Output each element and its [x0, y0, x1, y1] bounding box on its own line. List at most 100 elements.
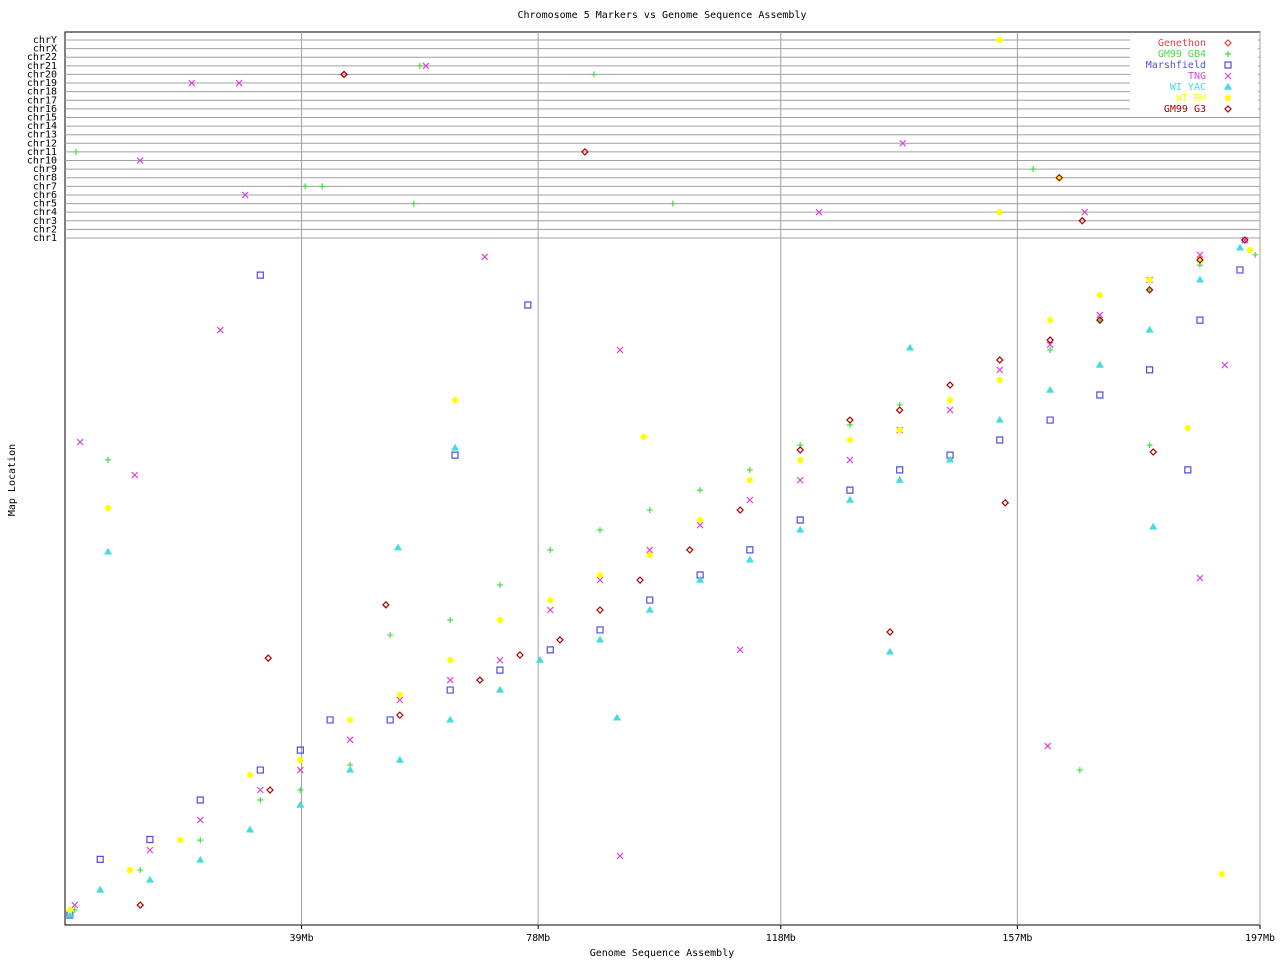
- data-point: [996, 376, 1003, 383]
- data-point: [104, 504, 112, 512]
- data-point: [386, 716, 394, 724]
- data-point: [1145, 286, 1154, 294]
- legend-background: [1130, 82, 1258, 93]
- data-point: [446, 676, 454, 684]
- data-point: [395, 755, 404, 763]
- data-point: [65, 910, 74, 918]
- data-point: [177, 837, 184, 844]
- y-category-label: chr8: [33, 173, 57, 184]
- data-point: [382, 601, 390, 609]
- data-point: [646, 507, 653, 514]
- data-point: [447, 616, 454, 623]
- data-point: [596, 576, 604, 584]
- legend-background: [1130, 38, 1258, 49]
- data-point: [1146, 442, 1153, 449]
- legend-label: WI YAC: [1170, 82, 1206, 93]
- y-category-label: chrX: [33, 44, 57, 55]
- y-category-label: chr18: [27, 87, 57, 98]
- data-point: [1046, 336, 1054, 344]
- data-point: [535, 655, 545, 663]
- other-chromosome-point: [72, 148, 79, 155]
- y-category-label: chr21: [27, 61, 57, 72]
- other-chromosome-point: [410, 200, 417, 207]
- data-point: [66, 906, 73, 913]
- data-point: [640, 433, 647, 440]
- data-point: [796, 446, 805, 454]
- data-point: [257, 796, 264, 803]
- x-axis-label: Genome Sequence Assembly: [590, 948, 735, 959]
- other-chromosome-point: [590, 71, 597, 78]
- data-point: [896, 426, 903, 434]
- legend-label: TNG: [1188, 71, 1206, 82]
- data-point: [1196, 574, 1204, 582]
- y-category-label: chr16: [27, 104, 57, 115]
- other-chromosome-point: [136, 157, 144, 164]
- y-category-label: chr9: [33, 164, 57, 175]
- data-point: [945, 455, 955, 463]
- data-point: [516, 651, 524, 659]
- data-point: [256, 766, 264, 774]
- legend-symbol: [1224, 105, 1232, 113]
- data-point: [1240, 236, 1249, 244]
- data-point: [612, 713, 622, 721]
- y-category-label: chr20: [27, 69, 57, 80]
- data-point: [1184, 424, 1191, 432]
- plot-frame: [64, 31, 1261, 926]
- data-point: [1096, 317, 1103, 324]
- data-point: [846, 486, 854, 494]
- legend-background: [1130, 60, 1258, 71]
- data-point: [495, 685, 504, 693]
- data-point: [145, 875, 154, 883]
- legend-symbol: [1223, 82, 1233, 90]
- data-point: [996, 366, 1004, 374]
- data-point: [796, 516, 804, 524]
- x-tick-label: 78Mb: [526, 933, 550, 944]
- data-point: [137, 867, 144, 874]
- data-point: [104, 547, 113, 555]
- data-point: [326, 716, 334, 724]
- data-point: [1146, 286, 1153, 293]
- data-point: [1218, 871, 1225, 878]
- data-point: [446, 686, 454, 694]
- data-point: [685, 546, 694, 554]
- data-point: [451, 451, 459, 459]
- data-point: [1146, 276, 1153, 283]
- data-point: [1096, 391, 1104, 399]
- data-point: [616, 852, 624, 860]
- y-category-label: chr19: [27, 78, 57, 89]
- legend-label: Genethon: [1158, 38, 1206, 49]
- data-point: [886, 628, 894, 636]
- other-chromosome-point: [1055, 173, 1064, 182]
- data-point: [451, 397, 459, 404]
- data-point: [797, 456, 804, 463]
- data-point: [1241, 236, 1249, 244]
- other-chromosome-point: [235, 79, 243, 87]
- data-point: [447, 657, 454, 664]
- y-category-label: chr4: [33, 207, 57, 218]
- other-chromosome-point: [669, 200, 676, 207]
- data-point: [1096, 316, 1104, 324]
- data-point: [246, 771, 254, 778]
- data-point: [696, 521, 704, 529]
- x-tick-label: 118Mb: [766, 933, 796, 944]
- other-chromosome-point: [188, 79, 196, 87]
- data-point: [387, 632, 394, 639]
- data-point: [1196, 251, 1204, 259]
- data-point: [546, 606, 554, 614]
- y-category-label: chr2: [33, 224, 57, 235]
- data-point: [1235, 243, 1245, 251]
- y-category-label: chr6: [33, 190, 57, 201]
- other-chromosome-point: [815, 208, 823, 216]
- data-point: [524, 301, 532, 309]
- data-point: [264, 654, 273, 662]
- data-point: [1145, 325, 1154, 333]
- data-point: [136, 901, 145, 909]
- data-point: [196, 796, 204, 804]
- data-point: [796, 476, 804, 484]
- legend-background: [1130, 71, 1258, 82]
- data-point: [297, 757, 304, 764]
- data-point: [1095, 360, 1104, 368]
- data-point: [197, 837, 204, 844]
- data-point: [395, 711, 404, 719]
